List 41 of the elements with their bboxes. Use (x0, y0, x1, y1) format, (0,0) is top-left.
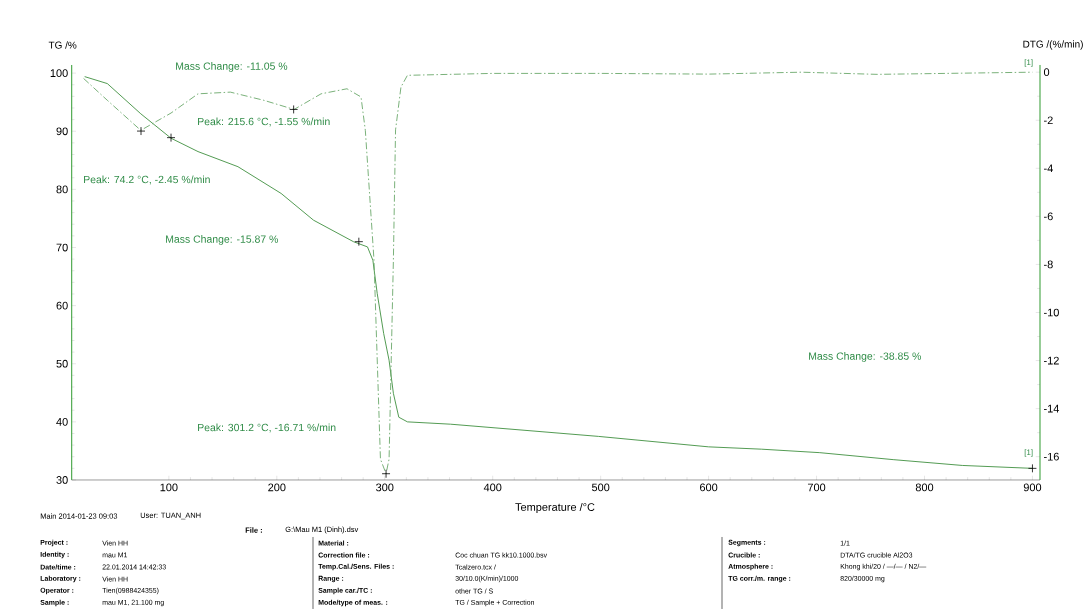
annotation: Peak: 215.6 °C, -1.55 %/min (198, 117, 330, 127)
y-tick-label: 30 (56, 476, 68, 484)
x-tick-label: 300 (376, 483, 394, 492)
y2-tick-label: -2 (1044, 116, 1053, 125)
y-tick-label: 90 (56, 127, 68, 136)
annotation: Peak: 301.2 °C, -16.71 %/min (198, 423, 336, 433)
y-tick-label: 50 (56, 359, 68, 368)
annotation: Mass Change: -15.87 % (166, 235, 278, 245)
point (381, 469, 391, 479)
y-axis-title: TG /% (48, 41, 77, 49)
annotation: Mass Change: -38.85 % (809, 352, 921, 362)
x-axis-title: Temperature /°C (515, 502, 595, 514)
x-tick-label: 500 (591, 483, 610, 492)
x-tick-label: 200 (268, 483, 286, 492)
y2-tick-label: -12 (1044, 356, 1059, 365)
y2-tick-label: 0 (1043, 68, 1050, 77)
y2-tick-label: -16 (1044, 452, 1059, 461)
y2-tick-label: -8 (1044, 260, 1053, 269)
annotation: Peak: 74.2 °C, -2.45 %/min (84, 175, 210, 185)
y-tick-label: 70 (56, 243, 68, 252)
y2-axis-title: DTG /(%/min) (1023, 40, 1083, 50)
point (354, 237, 364, 247)
x-tick-label: 800 (915, 483, 934, 492)
y-tick-label: 40 (56, 417, 68, 426)
y-tick-label: 60 (56, 301, 68, 310)
y2-tick-label: -6 (1044, 212, 1053, 221)
x-tick-label: 100 (160, 483, 178, 492)
point (289, 105, 299, 114)
y2-tick-label: -10 (1044, 308, 1059, 317)
point (136, 126, 146, 136)
point (1028, 463, 1037, 473)
x-tick-label: 700 (807, 483, 826, 492)
y2-tick-label: -14 (1044, 404, 1060, 413)
y-tick-label: 80 (56, 185, 68, 194)
point (166, 133, 176, 143)
annotation: Mass Change: -11.05 % (176, 62, 288, 72)
x-tick-label: 400 (483, 483, 502, 492)
x-tick-label: 600 (700, 483, 718, 492)
y-tick-label: 100 (50, 69, 68, 78)
x-tick-label: 900 (1023, 483, 1042, 492)
y2-tick-label: -4 (1044, 164, 1053, 173)
